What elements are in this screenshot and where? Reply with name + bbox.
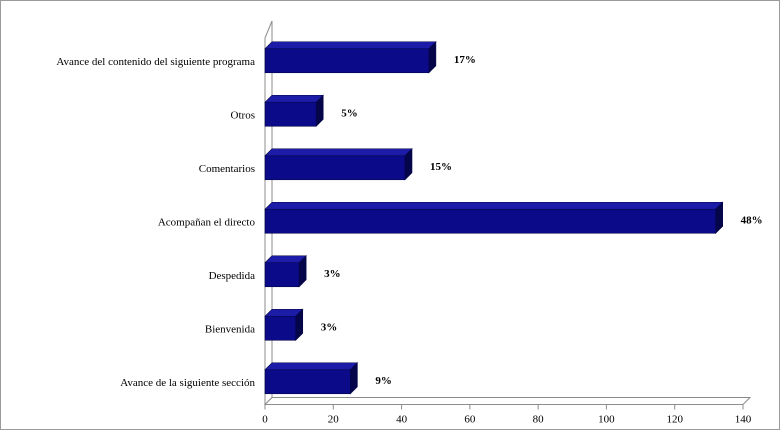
bar-front: [264, 101, 317, 127]
x-tick-label: 100: [598, 414, 615, 426]
category-label: Bienvenida: [205, 323, 255, 335]
x-tick-label: 140: [735, 414, 752, 426]
bar: [264, 41, 437, 74]
bars: [264, 41, 724, 395]
bar: [264, 308, 304, 341]
bar-top: [264, 94, 324, 103]
category-label: Despedida: [209, 270, 256, 282]
bar-front: [264, 369, 351, 395]
x-tick-label: 40: [396, 414, 408, 426]
bar-top: [264, 362, 359, 371]
data-label: 3%: [324, 268, 341, 280]
category-label: Avance del contenido del siguiente progr…: [56, 56, 255, 68]
bar: [264, 148, 413, 181]
category-label: Avance de la siguiente sección: [120, 377, 255, 389]
bar-top: [264, 148, 413, 157]
bar: [264, 255, 307, 288]
bar-front: [264, 315, 297, 341]
bar-side: [350, 362, 358, 395]
bar-side: [404, 148, 413, 181]
x-axis-ticks: 0 20 40 60 80 100 120 140: [262, 404, 752, 426]
data-label: 15%: [430, 161, 452, 173]
bar-side: [295, 308, 304, 341]
x-tick-label: 60: [464, 414, 476, 426]
x-tick-label: 120: [666, 414, 683, 426]
bar-front: [264, 48, 430, 74]
bar-front: [264, 208, 716, 234]
category-label: Comentarios: [199, 163, 255, 175]
category-label: Otros: [231, 109, 255, 121]
data-label: 9%: [375, 375, 392, 387]
data-label: 5%: [341, 107, 358, 119]
bar-front: [264, 155, 406, 181]
bar-side: [715, 201, 723, 234]
x-tick-label: 80: [533, 414, 545, 426]
data-label: 3%: [321, 321, 338, 333]
data-label: 17%: [454, 54, 476, 66]
bar-top: [264, 201, 724, 210]
category-label: Acompañan el directo: [158, 216, 256, 228]
data-labels: 17% 5% 15% 48% 3% 3% 9%: [321, 54, 763, 387]
category-labels: Avance del contenido del siguiente progr…: [56, 56, 255, 389]
bar-side: [315, 94, 324, 127]
bar: [264, 201, 724, 234]
floor: [263, 397, 752, 405]
bar-side: [428, 41, 437, 74]
bar-side: [298, 255, 307, 288]
data-label: 48%: [741, 214, 763, 226]
bar-front: [264, 262, 300, 288]
bar: [264, 94, 324, 127]
bar: [264, 362, 359, 395]
x-tick-label: 0: [262, 414, 268, 426]
x-tick-label: 20: [328, 414, 340, 426]
bar-top: [264, 41, 437, 50]
